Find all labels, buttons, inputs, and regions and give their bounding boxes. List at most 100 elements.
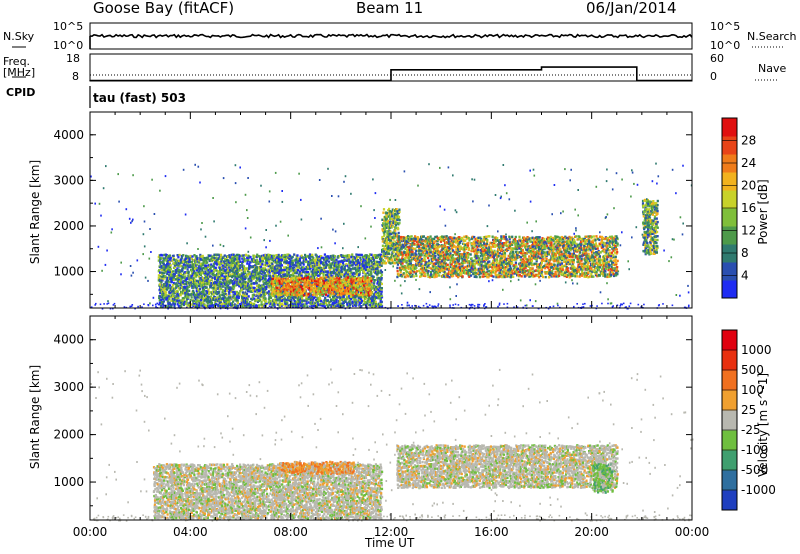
echo-cell xyxy=(254,265,257,269)
echo-cell xyxy=(206,268,209,272)
echo-cell xyxy=(380,273,383,277)
echo-cell xyxy=(253,275,256,278)
echo-cell xyxy=(261,257,264,261)
echo-cell xyxy=(209,271,212,274)
echo-cell xyxy=(351,300,354,303)
echo-cell xyxy=(405,270,409,273)
echo-cell xyxy=(269,299,272,303)
echo-cell xyxy=(197,300,200,303)
echo-cell xyxy=(249,272,252,276)
echo-cell xyxy=(244,275,247,278)
freq-tick-lo: 8 xyxy=(72,70,79,83)
echo-cell xyxy=(254,255,257,258)
echo-cell xyxy=(217,297,221,301)
echo-cell xyxy=(253,287,256,290)
echo-cell xyxy=(333,268,336,271)
echo-cell xyxy=(229,286,232,289)
echo-cell xyxy=(243,296,246,300)
echo-cell xyxy=(180,275,183,278)
echo-cell xyxy=(162,300,165,303)
echo-cell xyxy=(172,281,176,285)
echo-cell xyxy=(172,278,175,281)
echo-cell xyxy=(302,263,305,266)
echo-cell xyxy=(433,275,436,279)
echo-cell xyxy=(260,277,263,281)
echo-cell xyxy=(187,272,190,275)
echo-cell xyxy=(289,296,292,299)
echo-cell xyxy=(303,299,306,302)
echo-cell xyxy=(240,269,243,272)
echo-cell xyxy=(373,281,376,284)
echo-cell xyxy=(331,277,334,281)
echo-cell xyxy=(240,282,243,285)
echo-cell xyxy=(262,280,265,283)
echo-cell xyxy=(186,258,190,262)
echo-cell xyxy=(236,253,239,257)
echo-cell xyxy=(258,285,261,288)
echo-cell xyxy=(201,263,204,267)
echo-cell xyxy=(187,296,190,299)
echo-cell xyxy=(175,285,178,288)
echo-cell xyxy=(231,255,234,259)
echo-cell xyxy=(246,303,249,307)
echo-cell xyxy=(223,264,226,268)
echo-cell xyxy=(200,285,203,288)
echo-cell xyxy=(382,211,385,214)
echo-cell xyxy=(203,296,206,299)
echo-cell xyxy=(254,290,257,293)
echo-cell xyxy=(172,254,175,257)
echo-cell xyxy=(175,258,178,261)
echo-cell xyxy=(218,301,221,304)
echo-cell xyxy=(210,271,213,274)
echo-cell xyxy=(205,267,208,270)
echo-cell xyxy=(200,283,203,286)
echo-cell xyxy=(259,287,262,290)
echo-cell xyxy=(206,274,209,277)
echo-cell xyxy=(238,294,241,298)
echo-cell xyxy=(337,260,340,263)
echo-cell xyxy=(162,297,165,301)
echo-cell xyxy=(207,298,210,301)
echo-cell xyxy=(247,258,250,262)
echo-cell xyxy=(215,287,218,290)
echo-cell xyxy=(213,256,216,260)
echo-cell xyxy=(279,256,283,259)
echo-cell xyxy=(239,264,242,267)
beam-title: Beam 11 xyxy=(356,0,424,17)
echo-cell xyxy=(424,273,427,276)
echo-cell xyxy=(164,275,167,278)
echo-cell xyxy=(271,262,274,266)
echo-cell xyxy=(165,291,168,294)
echo-cell xyxy=(231,280,234,283)
echo-cell xyxy=(262,290,265,293)
echo-cell xyxy=(167,286,170,290)
echo-cell xyxy=(428,259,431,262)
echo-cell xyxy=(231,261,234,264)
echo-cell xyxy=(382,222,385,225)
echo-cell xyxy=(243,260,246,263)
echo-cell xyxy=(199,253,202,257)
echo-cell xyxy=(292,281,295,284)
echo-cell xyxy=(207,304,210,308)
echo-cell xyxy=(430,270,433,274)
echo-cell xyxy=(238,256,241,259)
echo-cell xyxy=(429,249,432,252)
echo-cell xyxy=(163,275,166,278)
echo-cell xyxy=(198,301,201,305)
echo-cell xyxy=(180,292,183,295)
echo-cell xyxy=(238,276,241,279)
echo-cell xyxy=(392,212,395,215)
echo-cell xyxy=(178,282,181,285)
echo-cell xyxy=(161,292,164,296)
echo-cell xyxy=(307,292,310,296)
echo-cell xyxy=(236,292,239,295)
echo-cell xyxy=(223,292,226,296)
echo-cell xyxy=(219,257,222,261)
echo-cell xyxy=(222,297,225,300)
echo-cell xyxy=(433,240,436,243)
echo-cell xyxy=(181,282,184,285)
echo-cell xyxy=(260,303,263,306)
echo-cell xyxy=(388,207,391,211)
echo-cell xyxy=(171,292,174,296)
echo-cell xyxy=(175,295,178,298)
